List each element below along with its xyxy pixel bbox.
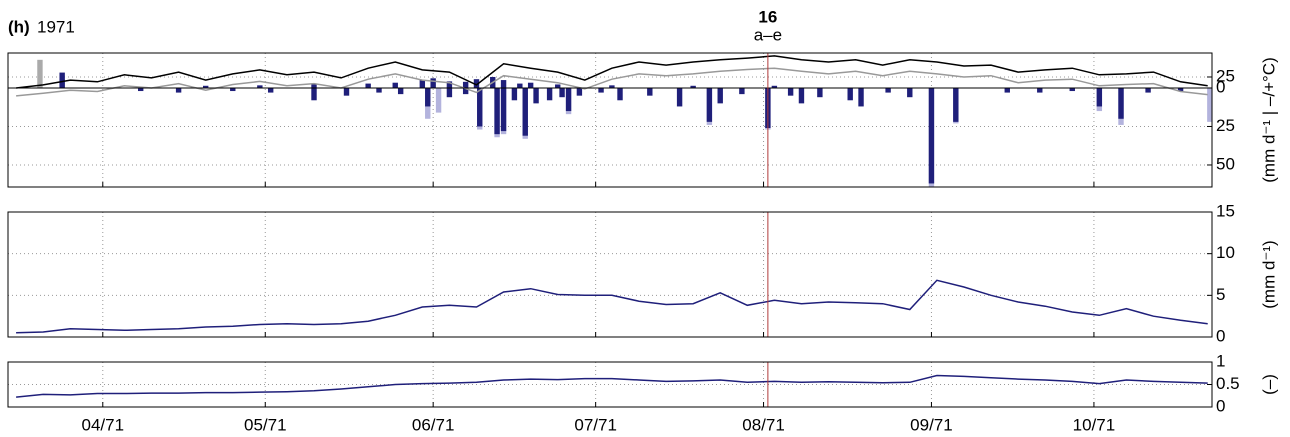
x-tick-label: 07/71 xyxy=(574,415,617,434)
line xyxy=(16,55,1208,89)
bar xyxy=(500,80,507,88)
bar xyxy=(376,87,382,93)
x-tick-label: 06/71 xyxy=(412,415,455,434)
panel-label: (h) xyxy=(8,17,30,36)
y-tick-label: 5 xyxy=(1216,285,1225,304)
line xyxy=(16,67,1208,97)
bar xyxy=(647,87,653,96)
bar xyxy=(267,87,274,93)
bar xyxy=(511,87,518,101)
bar xyxy=(858,87,864,107)
y-tick-label: 1 xyxy=(1216,351,1225,370)
bar xyxy=(928,87,935,184)
bar xyxy=(522,87,528,136)
bar xyxy=(1037,87,1043,93)
y-tick-label: 0 xyxy=(1216,396,1225,415)
bar xyxy=(798,87,805,104)
bar xyxy=(430,78,436,88)
event-sublabel: a–e xyxy=(754,25,782,44)
line xyxy=(16,279,1208,334)
bar xyxy=(462,87,469,95)
bar xyxy=(517,83,523,88)
bar xyxy=(137,87,144,92)
bar xyxy=(1004,87,1010,93)
bar xyxy=(365,83,371,88)
bar xyxy=(885,87,891,93)
bar xyxy=(462,81,469,88)
bar xyxy=(527,82,534,88)
bar xyxy=(311,84,317,88)
bar xyxy=(202,85,209,88)
line xyxy=(16,374,1208,398)
bar xyxy=(257,85,263,88)
bar xyxy=(953,87,959,122)
bar xyxy=(676,87,683,107)
bar xyxy=(559,87,565,98)
event-label: 16 xyxy=(758,7,777,26)
y-axis-label: (mm d⁻¹) xyxy=(1259,240,1278,308)
plot-frame xyxy=(7,361,1213,408)
bar xyxy=(1145,87,1151,93)
bar xyxy=(494,87,500,135)
bar xyxy=(617,87,623,101)
bar xyxy=(598,87,604,93)
x-tick-label: 10/71 xyxy=(1073,415,1116,434)
y-tick-label: 50 xyxy=(1216,154,1235,173)
bar xyxy=(609,85,615,88)
bar xyxy=(397,87,404,95)
bar xyxy=(907,87,913,98)
y-axis-label: (–) xyxy=(1259,374,1278,395)
bar xyxy=(419,80,426,88)
bar xyxy=(446,81,453,88)
y-tick-label: 0.5 xyxy=(1216,374,1240,393)
bar xyxy=(576,87,583,96)
bar xyxy=(175,87,182,93)
y-axis-label: (mm d⁻¹ | –/+°C) xyxy=(1259,57,1278,183)
y-tick-label: 0 xyxy=(1216,326,1225,345)
bar xyxy=(847,87,853,101)
plot-frame xyxy=(7,52,1213,188)
bar xyxy=(565,87,572,112)
x-tick-label: 09/71 xyxy=(910,415,953,434)
bar xyxy=(446,87,453,98)
y-tick-label: 25 xyxy=(1216,66,1235,85)
bar xyxy=(311,87,317,101)
bar xyxy=(1118,87,1124,119)
bar xyxy=(477,87,483,127)
bar xyxy=(1069,87,1075,92)
bar xyxy=(59,72,65,88)
bar xyxy=(717,87,723,104)
bar xyxy=(546,87,553,101)
y-tick-label: 25 xyxy=(1216,116,1235,135)
plot-frame xyxy=(7,211,1213,338)
bar xyxy=(425,87,431,107)
x-tick-label: 05/71 xyxy=(244,415,287,434)
bar xyxy=(706,87,713,122)
x-tick-label: 04/71 xyxy=(82,415,125,434)
bar xyxy=(392,82,398,88)
chart-title: 1971 xyxy=(37,17,75,36)
bar xyxy=(500,87,507,132)
bar xyxy=(37,59,43,88)
bar xyxy=(817,87,823,98)
y-tick-label: 0 xyxy=(1216,77,1225,96)
bar xyxy=(690,85,696,88)
bar xyxy=(1207,87,1213,122)
bar xyxy=(230,87,236,92)
bar xyxy=(555,84,561,88)
bar xyxy=(533,87,539,104)
x-tick-label: 08/71 xyxy=(742,415,785,434)
y-tick-label: 10 xyxy=(1216,243,1235,262)
bar xyxy=(435,87,442,113)
bar xyxy=(771,85,778,88)
bar xyxy=(1177,87,1184,92)
bar xyxy=(787,87,794,96)
y-tick-label: 15 xyxy=(1216,201,1235,220)
bar xyxy=(343,87,350,96)
bar xyxy=(739,87,745,95)
bar xyxy=(473,79,480,88)
bar xyxy=(1096,87,1103,107)
